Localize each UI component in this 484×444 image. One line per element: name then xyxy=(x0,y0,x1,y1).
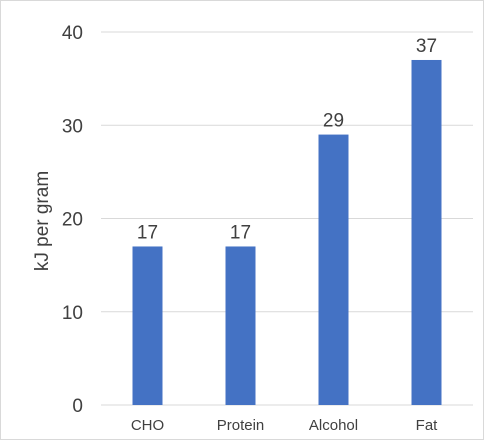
data-label-cho: 17 xyxy=(137,222,158,243)
data-label-alcohol: 29 xyxy=(323,111,344,132)
x-tick-label-cho: CHO xyxy=(131,417,164,434)
x-tick-label-protein: Protein xyxy=(217,417,265,434)
y-axis-title: kJ per gram xyxy=(32,171,53,271)
y-tick-label: 40 xyxy=(62,23,83,44)
data-label-protein: 17 xyxy=(230,222,251,243)
y-axis-tick-labels: 0 10 20 30 40 xyxy=(62,23,83,417)
x-axis-tick-labels: CHO Protein Alcohol Fat xyxy=(131,417,438,434)
bar-fat xyxy=(411,59,442,405)
bars xyxy=(132,59,442,405)
y-tick-label: 20 xyxy=(62,210,83,231)
data-labels: 17 17 29 37 xyxy=(137,36,437,244)
gridlines xyxy=(101,31,473,406)
x-tick-label-alcohol: Alcohol xyxy=(309,417,358,434)
data-label-fat: 37 xyxy=(416,36,437,57)
bar-alcohol xyxy=(318,134,349,405)
y-tick-label: 0 xyxy=(72,396,83,417)
y-tick-label: 30 xyxy=(62,116,83,137)
bar-protein xyxy=(225,246,256,405)
bar-cho xyxy=(132,246,163,405)
x-tick-label-fat: Fat xyxy=(416,417,439,434)
y-tick-label: 10 xyxy=(62,303,83,324)
